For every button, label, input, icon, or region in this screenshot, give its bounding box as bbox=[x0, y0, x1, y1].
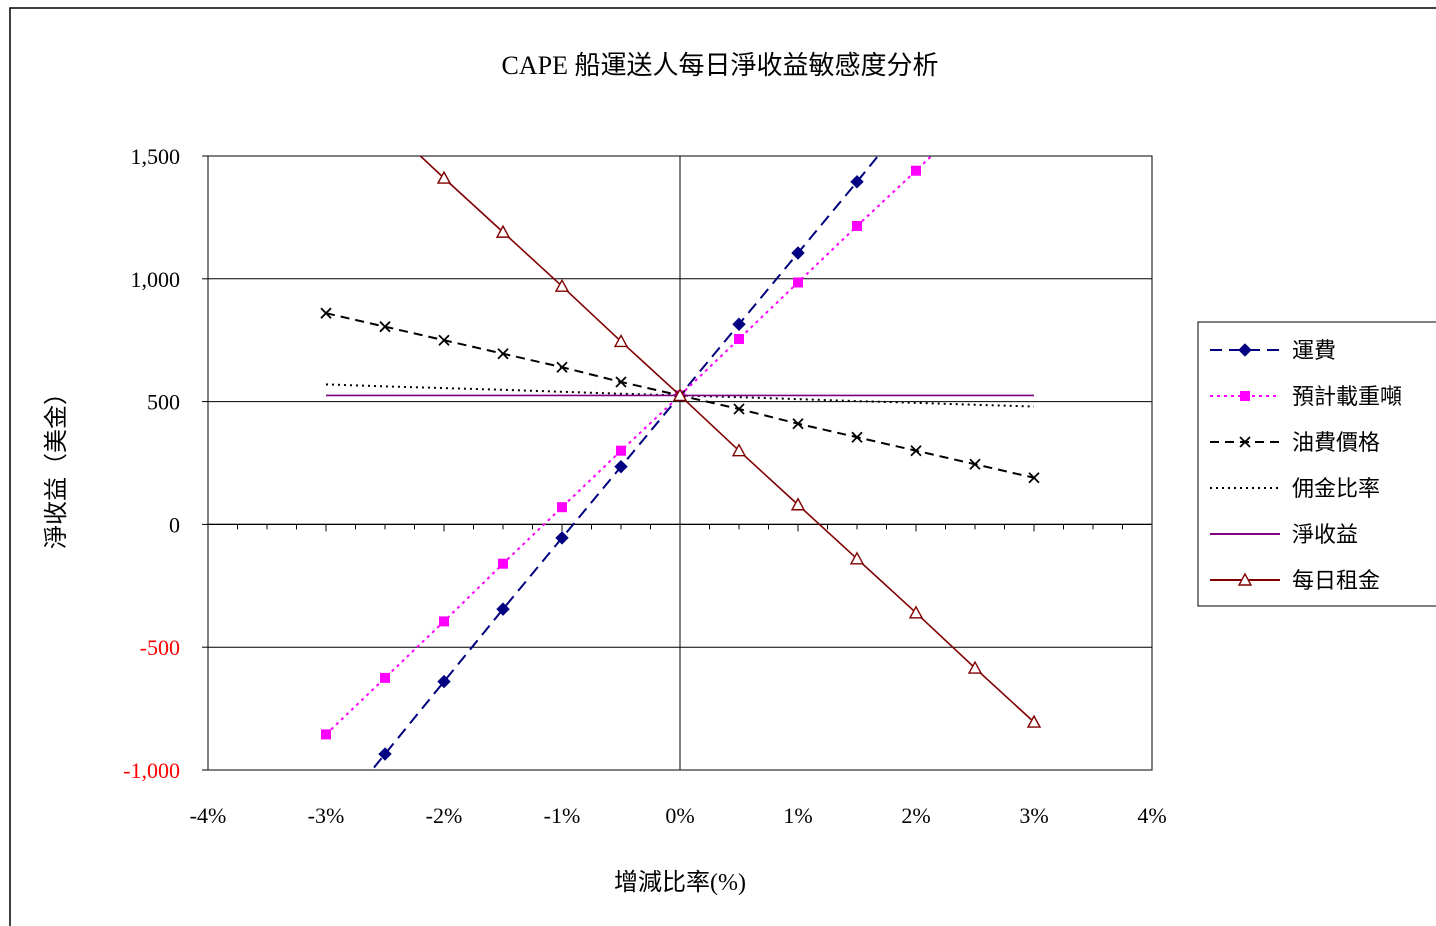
legend-item: 淨收益 bbox=[1210, 522, 1358, 547]
data-point-x bbox=[438, 334, 450, 346]
data-point-x bbox=[320, 307, 332, 319]
x-marker-stroke bbox=[733, 403, 745, 415]
data-point-square bbox=[557, 502, 567, 513]
data-point-x bbox=[851, 431, 863, 443]
chart-title: CAPE 船運送人每日淨收益敏感度分析 bbox=[502, 51, 939, 80]
x-tick-labels: -4% -3% -2% -1% 0% 1% 2% 3% 4% bbox=[190, 803, 1167, 828]
x-marker-stroke bbox=[851, 431, 863, 443]
x-marker-stroke bbox=[497, 348, 509, 360]
legend-label: 淨收益 bbox=[1292, 522, 1358, 547]
x-marker-stroke bbox=[379, 321, 391, 333]
series-group bbox=[320, 156, 1042, 770]
x-tick-label: 3% bbox=[1019, 803, 1048, 828]
data-point-x bbox=[615, 376, 627, 388]
legend-label: 油費價格 bbox=[1292, 430, 1380, 455]
legend-item: 油費價格 bbox=[1210, 430, 1380, 455]
data-point-triangle bbox=[1026, 714, 1042, 728]
x-marker-stroke bbox=[615, 376, 627, 388]
x-tick-label: -2% bbox=[426, 803, 463, 828]
data-point-diamond bbox=[555, 531, 569, 545]
data-point-triangle bbox=[672, 387, 688, 402]
data-point-triangle bbox=[790, 497, 806, 511]
data-point-square bbox=[793, 277, 803, 288]
data-point-square bbox=[321, 729, 331, 740]
data-point-square bbox=[1240, 391, 1250, 401]
data-point-triangle bbox=[849, 551, 865, 565]
y-tick-label: -500 bbox=[140, 635, 180, 660]
x-marker-stroke bbox=[969, 458, 981, 470]
data-point-triangle bbox=[967, 660, 983, 674]
axes bbox=[202, 155, 1153, 771]
data-point-x bbox=[556, 361, 568, 373]
data-point-x bbox=[733, 403, 745, 415]
data-point-square bbox=[734, 333, 744, 344]
data-point-triangle bbox=[731, 443, 747, 457]
data-point-diamond bbox=[378, 747, 392, 761]
data-point-diamond bbox=[437, 674, 451, 689]
legend-label: 預計載重噸 bbox=[1292, 384, 1402, 409]
y-axis-title: 淨收益（美金） bbox=[43, 381, 70, 549]
series-5 bbox=[419, 156, 1042, 728]
data-point-square bbox=[911, 165, 921, 176]
data-point-square bbox=[852, 220, 862, 231]
legend-item: 預計載重噸 bbox=[1210, 384, 1402, 409]
data-point-triangle bbox=[436, 170, 452, 184]
x-tick-label: -1% bbox=[544, 803, 581, 828]
data-point-square bbox=[498, 558, 508, 569]
y-tick-label: 1,000 bbox=[131, 267, 181, 292]
y-tick-label: 500 bbox=[147, 390, 180, 415]
legend-label: 運費 bbox=[1292, 338, 1336, 363]
data-point-triangle bbox=[554, 278, 570, 292]
x-marker-stroke bbox=[1239, 436, 1251, 448]
data-point-x bbox=[910, 445, 922, 457]
x-tick-label: 0% bbox=[665, 803, 694, 828]
data-point-x bbox=[969, 458, 981, 470]
legend-label: 每日租金 bbox=[1292, 568, 1380, 593]
data-point-x bbox=[497, 348, 509, 360]
data-point-diamond bbox=[850, 175, 864, 189]
legend-item: 每日租金 bbox=[1210, 568, 1380, 593]
x-marker-stroke bbox=[556, 361, 568, 373]
data-point-triangle bbox=[1237, 572, 1253, 586]
y-tick-label: 0 bbox=[169, 512, 180, 537]
data-point-x bbox=[1028, 472, 1040, 484]
data-point-square bbox=[616, 445, 626, 456]
data-point-diamond bbox=[791, 246, 805, 260]
x-tick-label: 1% bbox=[783, 803, 812, 828]
data-point-x bbox=[792, 418, 804, 430]
data-point-diamond bbox=[496, 602, 510, 616]
data-point-square bbox=[439, 616, 449, 627]
data-point-x bbox=[379, 321, 391, 333]
y-tick-label: -1,000 bbox=[123, 758, 180, 783]
x-marker-stroke bbox=[792, 418, 804, 430]
legend-item: 運費 bbox=[1210, 338, 1336, 363]
y-tick-label: 1,500 bbox=[131, 144, 181, 169]
data-point-triangle bbox=[613, 333, 629, 348]
x-marker-stroke bbox=[1028, 472, 1040, 484]
legend-box bbox=[1197, 321, 1436, 607]
x-tick-label: -3% bbox=[308, 803, 345, 828]
x-marker-stroke bbox=[320, 307, 332, 319]
x-marker-stroke bbox=[910, 445, 922, 457]
data-point-diamond bbox=[1238, 343, 1252, 357]
data-point-diamond bbox=[614, 459, 628, 474]
data-point-diamond bbox=[732, 317, 746, 331]
x-tick-label: 2% bbox=[901, 803, 930, 828]
x-axis-title: 增減比率(%) bbox=[614, 869, 746, 896]
x-tick-label: -4% bbox=[190, 803, 227, 828]
y-tick-labels: -1,000 -500 0 500 1,000 1,500 bbox=[123, 144, 180, 783]
data-point-square bbox=[380, 672, 390, 683]
data-point-triangle bbox=[908, 605, 924, 619]
data-point-triangle bbox=[495, 224, 511, 238]
x-tick-label: 4% bbox=[1137, 803, 1166, 828]
data-point-x bbox=[1239, 436, 1251, 448]
legend-label: 佣金比率 bbox=[1292, 476, 1380, 501]
x-marker-stroke bbox=[438, 334, 450, 346]
legend-item: 佣金比率 bbox=[1210, 476, 1380, 501]
